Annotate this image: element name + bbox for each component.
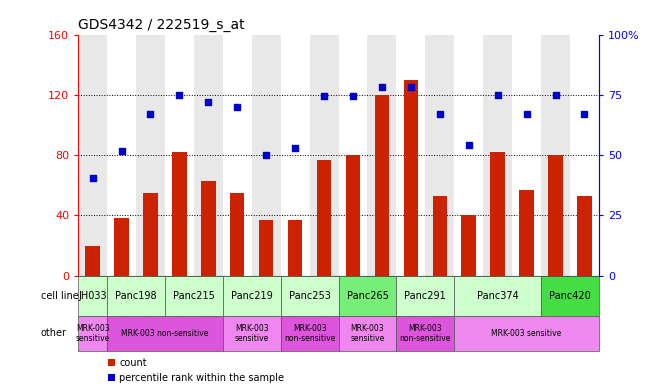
Bar (281, 276, 339, 316)
Text: Panc374: Panc374 (477, 291, 519, 301)
Legend: count, percentile rank within the sample: count, percentile rank within the sample (104, 354, 288, 384)
Bar (223, 276, 281, 316)
Bar (78, 276, 107, 316)
Point (232, 104, 242, 110)
Text: MRK-003 sensitive: MRK-003 sensitive (492, 329, 562, 338)
Text: MRK-003
non-sensitive: MRK-003 non-sensitive (400, 324, 451, 343)
Bar (454, 316, 599, 351)
Bar (339, 316, 396, 351)
Text: Panc420: Panc420 (549, 291, 591, 301)
Bar (396, 35, 425, 276)
Bar (107, 35, 136, 276)
Bar (281, 35, 310, 276)
Point (203, 99, 214, 106)
Text: Panc265: Panc265 (346, 291, 389, 301)
Bar (317, 160, 331, 276)
Bar (490, 152, 505, 276)
Bar (115, 218, 129, 276)
Bar (310, 35, 339, 276)
Bar (454, 276, 541, 316)
Bar (78, 316, 107, 351)
Bar (396, 276, 454, 316)
Bar (165, 35, 194, 276)
Text: GDS4342 / 222519_s_at: GDS4342 / 222519_s_at (78, 18, 245, 32)
Text: Panc219: Panc219 (231, 291, 273, 301)
Text: other: other (40, 328, 66, 338)
Bar (223, 35, 252, 276)
Text: JH033: JH033 (78, 291, 107, 301)
Bar (454, 35, 483, 276)
Point (261, 152, 271, 158)
Point (492, 92, 503, 98)
Bar (404, 80, 418, 276)
Text: Panc215: Panc215 (173, 291, 215, 301)
Bar (346, 155, 360, 276)
Bar (259, 220, 273, 276)
Text: cell line: cell line (40, 291, 78, 301)
Point (87, 175, 98, 181)
Bar (172, 152, 187, 276)
Bar (541, 276, 599, 316)
Bar (425, 35, 454, 276)
Bar (339, 276, 396, 316)
Bar (462, 215, 476, 276)
Text: MRK-003
sensitive: MRK-003 sensitive (234, 324, 269, 343)
Bar (194, 35, 223, 276)
Point (117, 147, 127, 154)
Bar (281, 316, 339, 351)
Bar (143, 193, 158, 276)
Text: MRK-003
sensitive: MRK-003 sensitive (350, 324, 385, 343)
Bar (541, 35, 570, 276)
Point (377, 84, 387, 90)
Point (145, 111, 156, 118)
Point (550, 92, 561, 98)
Point (174, 92, 185, 98)
Text: MRK-003
sensitive: MRK-003 sensitive (76, 324, 110, 343)
Bar (252, 35, 281, 276)
Point (290, 144, 300, 151)
Point (464, 141, 474, 147)
Bar (201, 181, 215, 276)
Bar (107, 316, 223, 351)
Bar (483, 35, 512, 276)
Point (579, 111, 590, 118)
Bar (230, 193, 245, 276)
Bar (367, 35, 396, 276)
Bar (107, 276, 165, 316)
Bar (432, 196, 447, 276)
Bar (548, 155, 562, 276)
Bar (85, 245, 100, 276)
Text: Panc291: Panc291 (404, 291, 446, 301)
Point (319, 93, 329, 99)
Point (435, 111, 445, 118)
Bar (375, 95, 389, 276)
Bar (577, 196, 592, 276)
Point (521, 111, 532, 118)
Bar (165, 276, 223, 316)
Point (406, 84, 416, 90)
Text: MRK-003
non-sensitive: MRK-003 non-sensitive (284, 324, 335, 343)
Bar (288, 220, 302, 276)
Text: Panc253: Panc253 (288, 291, 331, 301)
Bar (519, 190, 534, 276)
Bar (136, 35, 165, 276)
Point (348, 93, 358, 99)
Text: Panc198: Panc198 (115, 291, 157, 301)
Bar (339, 35, 367, 276)
Text: MRK-003 non-sensitive: MRK-003 non-sensitive (121, 329, 208, 338)
Bar (570, 35, 599, 276)
Bar (512, 35, 541, 276)
Bar (78, 35, 107, 276)
Bar (396, 316, 454, 351)
Bar (223, 316, 281, 351)
